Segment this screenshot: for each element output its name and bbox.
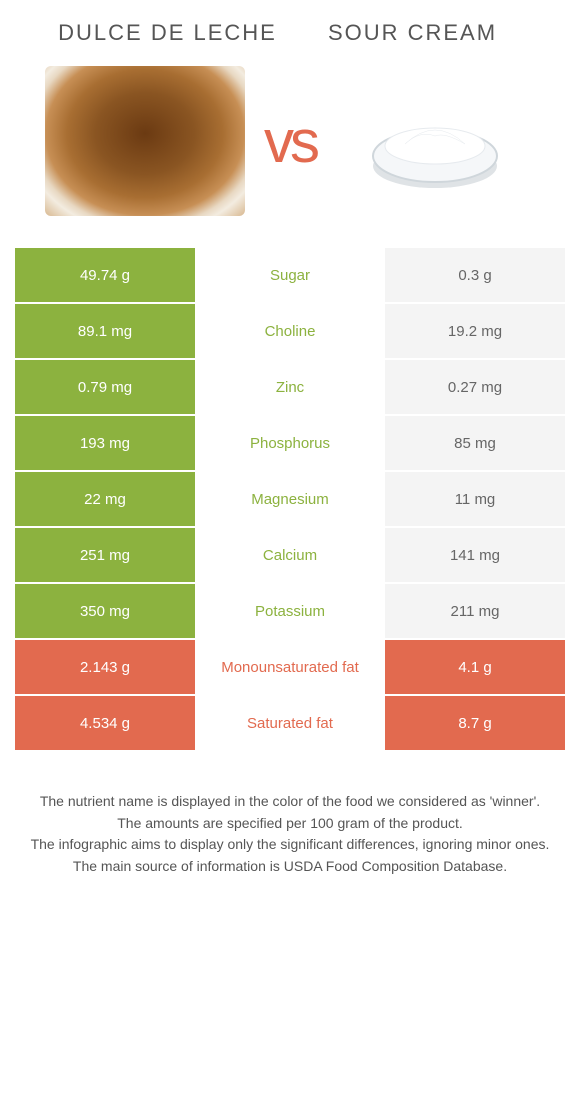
nutrients-table: 49.74 gSugar0.3 g89.1 mgCholine19.2 mg0.…: [15, 246, 565, 752]
left-value: 22 mg: [15, 472, 195, 526]
right-value: 4.1 g: [385, 640, 565, 694]
nutrient-name: Phosphorus: [195, 416, 385, 470]
right-value: 141 mg: [385, 528, 565, 582]
nutrient-row: 0.79 mgZinc0.27 mg: [15, 360, 565, 414]
right-value: 19.2 mg: [385, 304, 565, 358]
nutrient-row: 89.1 mgCholine19.2 mg: [15, 304, 565, 358]
footnote-line: The infographic aims to display only the…: [23, 835, 557, 855]
nutrient-name: Sugar: [195, 248, 385, 302]
right-value: 11 mg: [385, 472, 565, 526]
left-value: 4.534 g: [15, 696, 195, 750]
left-value: 0.79 mg: [15, 360, 195, 414]
footnote-line: The amounts are specified per 100 gram o…: [23, 814, 557, 834]
vs-label: vs: [264, 107, 316, 176]
footnote-line: The nutrient name is displayed in the co…: [23, 792, 557, 812]
header: Dulce de Leche Sour Cream: [15, 20, 565, 46]
nutrient-name: Potassium: [195, 584, 385, 638]
nutrient-name: Magnesium: [195, 472, 385, 526]
footnote-line: The main source of information is USDA F…: [23, 857, 557, 877]
right-food-title: Sour Cream: [290, 20, 535, 46]
left-value: 251 mg: [15, 528, 195, 582]
nutrient-row: 251 mgCalcium141 mg: [15, 528, 565, 582]
nutrient-name: Choline: [195, 304, 385, 358]
left-value: 49.74 g: [15, 248, 195, 302]
nutrient-name: Calcium: [195, 528, 385, 582]
nutrient-name: Monounsaturated fat: [195, 640, 385, 694]
nutrient-row: 22 mgMagnesium11 mg: [15, 472, 565, 526]
right-value: 0.27 mg: [385, 360, 565, 414]
sour-cream-image: [335, 66, 535, 216]
images-row: vs: [15, 46, 565, 246]
nutrient-row: 193 mgPhosphorus85 mg: [15, 416, 565, 470]
nutrient-name: Zinc: [195, 360, 385, 414]
left-value: 89.1 mg: [15, 304, 195, 358]
nutrient-name: Saturated fat: [195, 696, 385, 750]
nutrient-row: 2.143 gMonounsaturated fat4.1 g: [15, 640, 565, 694]
left-food-title: Dulce de Leche: [45, 20, 290, 46]
nutrient-row: 4.534 gSaturated fat8.7 g: [15, 696, 565, 750]
nutrient-row: 350 mgPotassium211 mg: [15, 584, 565, 638]
right-value: 0.3 g: [385, 248, 565, 302]
right-value: 85 mg: [385, 416, 565, 470]
left-value: 2.143 g: [15, 640, 195, 694]
dulce-de-leche-image: [45, 66, 245, 216]
footnotes: The nutrient name is displayed in the co…: [15, 792, 565, 876]
nutrient-row: 49.74 gSugar0.3 g: [15, 248, 565, 302]
right-value: 211 mg: [385, 584, 565, 638]
left-value: 193 mg: [15, 416, 195, 470]
right-value: 8.7 g: [385, 696, 565, 750]
left-value: 350 mg: [15, 584, 195, 638]
